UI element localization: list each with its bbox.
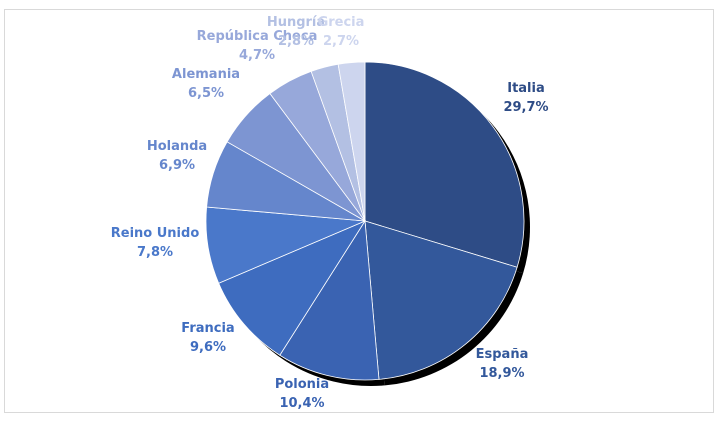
category-label-alemania: Alemania xyxy=(172,67,240,82)
data-label-espana: España 18,9% xyxy=(476,347,529,381)
category-label-holanda: Holanda xyxy=(147,139,207,154)
value-label-polonia: 10,4% xyxy=(279,396,324,411)
category-label-grecia: Grecia xyxy=(318,15,365,30)
value-label-francia: 9,6% xyxy=(190,340,226,355)
category-label-polonia: Polonia xyxy=(275,377,329,392)
value-label-hungria: 2,8% xyxy=(278,34,314,49)
slice-grecia xyxy=(337,61,366,222)
value-label-holanda: 6,9% xyxy=(159,158,195,173)
value-label-italia: 29,7% xyxy=(503,100,548,115)
data-label-grecia: Grecia 2,7% xyxy=(318,15,365,49)
category-label-espana: España xyxy=(476,347,529,362)
pie-chart: Italia 29,7% España 18,9% Polonia 10,4% Franci… xyxy=(111,15,549,411)
category-label-republica-checa: República Checa xyxy=(197,29,318,44)
data-label-holanda: Holanda 6,9% xyxy=(147,139,207,173)
data-label-republica-checa: República Checa 4,7% xyxy=(197,29,318,63)
chart-frame: Italia 29,7% España 18,9% Polonia 10,4% Franci… xyxy=(4,9,714,413)
category-label-hungria: Hungría xyxy=(267,15,325,30)
data-label-italia: Italia 29,7% xyxy=(503,81,548,115)
value-label-grecia: 2,7% xyxy=(323,34,359,49)
data-label-reino-unido: Reino Unido 7,8% xyxy=(111,226,200,260)
data-label-francia: Francia 9,6% xyxy=(181,321,234,355)
value-label-alemania: 6,5% xyxy=(188,86,224,101)
slice-espana xyxy=(364,220,518,380)
value-label-republica-checa: 4,7% xyxy=(239,48,275,63)
slice-francia xyxy=(218,220,367,356)
pie-label-layer: Italia 29,7% España 18,9% Polonia 10,4% Franci… xyxy=(111,15,549,411)
pie-slice-layer xyxy=(205,61,525,381)
value-label-reino-unido: 7,8% xyxy=(137,245,173,260)
slice-polonia xyxy=(279,219,380,381)
data-label-polonia: Polonia 10,4% xyxy=(275,377,329,411)
category-label-italia: Italia xyxy=(507,81,545,96)
slice-italia xyxy=(364,61,525,268)
value-label-espana: 18,9% xyxy=(479,366,524,381)
data-label-alemania: Alemania 6,5% xyxy=(172,67,240,101)
category-label-reino-unido: Reino Unido xyxy=(111,226,200,241)
data-label-hungria: Hungría 2,8% xyxy=(267,15,325,49)
category-label-francia: Francia xyxy=(181,321,234,336)
